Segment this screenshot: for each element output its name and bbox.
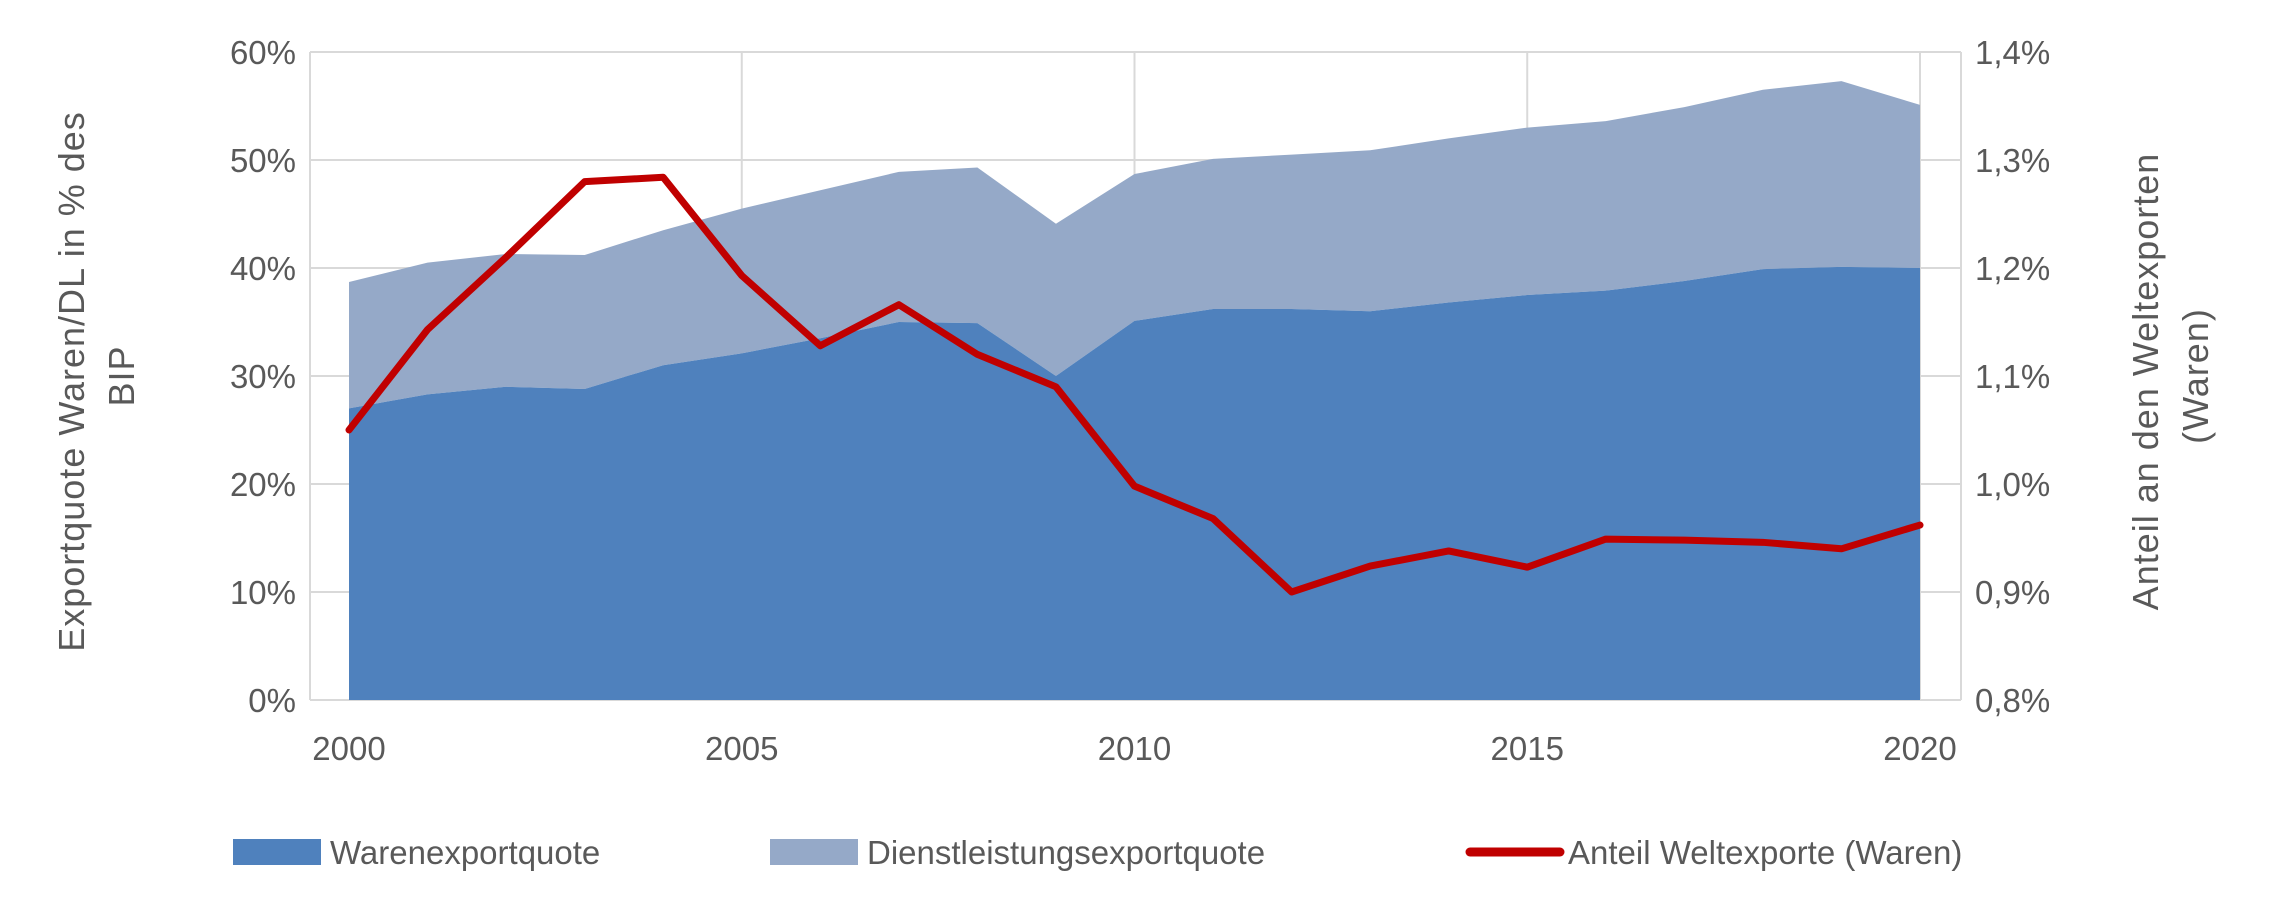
y2-tick-label: 1,4% xyxy=(1975,34,2050,71)
legend-label-anteil: Anteil Weltexporte (Waren) xyxy=(1568,834,1962,871)
y2-tick-label: 0,9% xyxy=(1975,574,2050,611)
legend-swatch-dienst xyxy=(770,839,858,865)
legend-label-waren: Warenexportquote xyxy=(330,834,600,871)
x-tick-label: 2000 xyxy=(312,730,385,767)
x-axis-ticks: 2000 2005 2010 2015 2020 xyxy=(312,730,1956,767)
y-tick-label: 20% xyxy=(230,466,296,503)
y2-tick-label: 0,8% xyxy=(1975,682,2050,719)
y2-tick-label: 1,2% xyxy=(1975,250,2050,287)
y-tick-label: 40% xyxy=(230,250,296,287)
legend: Warenexportquote Dienstleistungsexportqu… xyxy=(233,834,1962,871)
line-anteil-weltexporte xyxy=(345,173,1924,596)
y2-tick-label: 1,1% xyxy=(1975,358,2050,395)
y2-axis-label: Anteil an den Weltexporten (Waren) xyxy=(2125,142,2216,611)
x-tick-label: 2015 xyxy=(1491,730,1564,767)
x-tick-label: 2005 xyxy=(705,730,778,767)
y2-tick-label: 1,3% xyxy=(1975,142,2050,179)
y-axis-ticks: 0% 10% 20% 30% 40% 50% 60% xyxy=(230,34,296,719)
y-axis-label-line-1: Exportquote Waren/DL in % des xyxy=(51,111,92,652)
y2-axis-ticks: 0,8% 0,9% 1,0% 1,1% 1,2% 1,3% 1,4% xyxy=(1975,34,2050,719)
y-tick-label: 60% xyxy=(230,34,296,71)
y-axis-label: Exportquote Waren/DL in % des BIP xyxy=(51,100,142,652)
y-tick-label: 50% xyxy=(230,142,296,179)
area-dienstleistungsexportquote xyxy=(349,81,1920,409)
lines xyxy=(345,173,1924,596)
legend-label-dienst: Dienstleistungsexportquote xyxy=(867,834,1265,871)
y-axis-label-line-2: BIP xyxy=(101,345,142,406)
y-tick-label: 30% xyxy=(230,358,296,395)
y-tick-label: 10% xyxy=(230,574,296,611)
y2-tick-label: 1,0% xyxy=(1975,466,2050,503)
x-tick-label: 2020 xyxy=(1883,730,1956,767)
legend-swatch-waren xyxy=(233,839,321,865)
y2-axis-label-line-2: (Waren) xyxy=(2175,308,2216,444)
y2-axis-label-line-1: Anteil an den Weltexporten xyxy=(2125,153,2166,611)
y-tick-label: 0% xyxy=(248,682,296,719)
x-tick-label: 2010 xyxy=(1098,730,1171,767)
